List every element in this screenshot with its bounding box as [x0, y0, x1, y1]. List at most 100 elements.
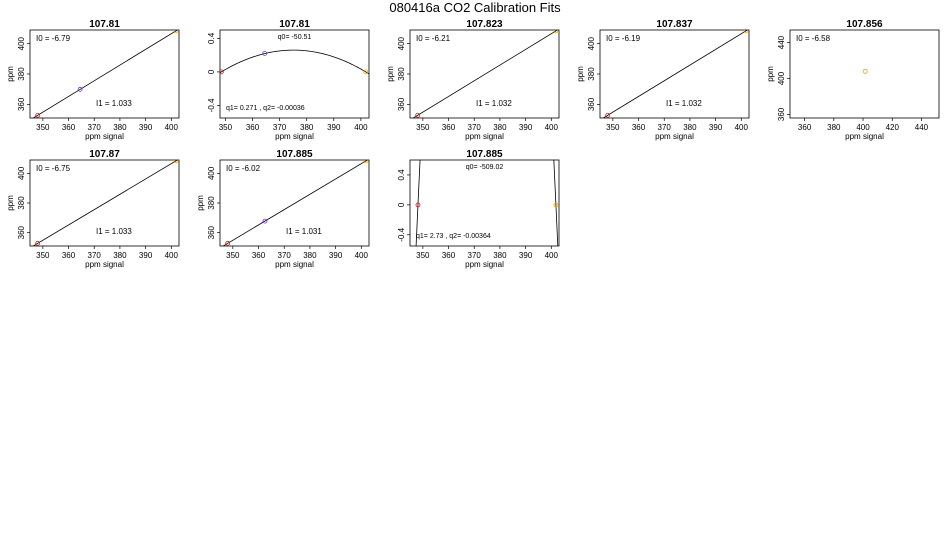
annotation-i0: I0 = -6.75 — [36, 164, 71, 173]
y-tick-label: 360 — [397, 97, 406, 111]
x-axis-label: ppm signal — [275, 132, 314, 141]
data-point-low-point — [415, 202, 421, 208]
plot-panel-6: 107.87 350 360 370 380 390 400 360 380 400 ppm sig… — [6, 149, 180, 269]
data-point-mid-point — [262, 51, 268, 56]
x-tick-label: 380 — [303, 251, 317, 260]
y-tick-label: -0.4 — [207, 98, 216, 112]
y-tick-label: 400 — [207, 166, 216, 180]
x-tick-label: 390 — [327, 123, 341, 132]
x-tick-label: 380 — [300, 123, 314, 132]
annotation-q0: q0= -50.51 — [278, 34, 312, 41]
x-tick-label: 350 — [219, 123, 233, 132]
y-axis-label: ppm — [6, 195, 15, 211]
x-axis-label: ppm signal — [85, 260, 124, 269]
plot-panel-7: 107.885 350 360 370 380 390 400 360 380 400 ppm si… — [196, 149, 370, 269]
x-tick-label: 390 — [519, 123, 533, 132]
x-tick-label: 370 — [658, 123, 672, 132]
data-point-high-point — [173, 160, 179, 164]
data-point-mid-point — [262, 218, 268, 224]
x-tick-label: 380 — [493, 123, 507, 132]
x-tick-label: 400 — [165, 251, 179, 260]
plot-area — [220, 49, 369, 75]
y-tick-label: 380 — [397, 67, 406, 81]
plot-frame — [409, 159, 560, 247]
x-tick-label: 390 — [329, 251, 343, 260]
x-tick-label: 400 — [355, 251, 369, 260]
plot-title: 107.837 — [656, 19, 693, 30]
annotation-q1-q2: q1= 0.271 , q2= -0.00036 — [226, 105, 305, 112]
plot-area — [415, 160, 559, 246]
plot-title: 107.87 — [89, 149, 120, 160]
y-axis-label: ppm — [576, 66, 585, 82]
plot-area — [412, 30, 559, 118]
plot-panel-4: 107.837 350 360 370 380 390 400 360 380 400 ppm si… — [576, 19, 750, 141]
plot-frame — [219, 29, 370, 119]
fit-curve — [220, 49, 369, 75]
plot-title: 107.81 — [89, 19, 120, 30]
y-tick-label: 400 — [17, 166, 26, 180]
x-axis-label: ppm signal — [465, 260, 504, 269]
y-axis-label: ppm — [386, 66, 395, 82]
plot-panel-2: 107.81 350 360 370 380 390 400 -0.4 0 0.4 ppm sign… — [207, 19, 370, 141]
x-tick-label: 360 — [246, 123, 260, 132]
y-axis-label: ppm — [6, 66, 15, 82]
y-tick-label: 360 — [17, 225, 26, 239]
x-tick-label: 360 — [442, 123, 456, 132]
y-tick-label: 0 — [397, 202, 406, 207]
x-tick-label: 370 — [278, 251, 292, 260]
data-point-high-point — [363, 160, 369, 164]
x-tick-label: 400 — [545, 251, 559, 260]
x-tick-label: 380 — [113, 123, 127, 132]
x-axis-label: ppm signal — [275, 260, 314, 269]
data-point-high-point — [553, 30, 559, 34]
annotation-i0: I0 = -6.02 — [226, 164, 261, 173]
y-tick-label: 380 — [207, 196, 216, 210]
plot-area — [862, 68, 868, 74]
x-tick-label: 370 — [88, 123, 102, 132]
plot-panel-5: 107.856 360 380 400 420 440 360 400 440 ppm signa… — [766, 19, 940, 141]
y-tick-label: 380 — [587, 67, 596, 81]
annotation-i0: I0 = -6.19 — [606, 34, 641, 43]
x-tick-label: 360 — [62, 123, 76, 132]
annotation-i1: I1 = 1.031 — [286, 227, 322, 236]
x-tick-label: 380 — [493, 251, 507, 260]
y-tick-label: 360 — [207, 225, 216, 239]
x-tick-label: 370 — [468, 251, 482, 260]
x-tick-label: 360 — [798, 123, 812, 132]
x-tick-label: 390 — [139, 123, 153, 132]
data-point-low-point — [35, 112, 41, 118]
annotation-q1-q2: q1= 2.73 , q2= -0.00364 — [416, 233, 491, 240]
y-axis-label: ppm — [196, 195, 205, 211]
plot-title: 107.856 — [846, 19, 883, 30]
x-tick-label: 390 — [709, 123, 723, 132]
data-point-low-point — [220, 69, 224, 75]
x-tick-label: 390 — [519, 251, 533, 260]
data-point-low-point — [605, 112, 611, 118]
x-tick-label: 350 — [606, 123, 620, 132]
x-axis-label: ppm signal — [465, 132, 504, 141]
x-tick-label: 440 — [915, 123, 929, 132]
fit-line — [222, 160, 369, 246]
x-tick-label: 380 — [827, 123, 841, 132]
x-tick-label: 400 — [856, 123, 870, 132]
data-point-low-point — [225, 240, 231, 246]
data-point-low-point — [35, 240, 41, 246]
x-tick-label: 400 — [545, 123, 559, 132]
x-tick-label: 350 — [36, 251, 50, 260]
y-tick-label: 400 — [17, 36, 26, 50]
annotation-i0: I0 = -6.79 — [36, 34, 71, 43]
x-axis-label: ppm signal — [85, 132, 124, 141]
plot-panel-3: 107.823 350 360 370 380 390 400 360 380 400 ppm si… — [386, 19, 560, 141]
data-point-high-point — [862, 68, 868, 74]
data-point-mid-point — [77, 86, 83, 92]
fit-curve — [415, 160, 559, 246]
x-tick-label: 380 — [113, 251, 127, 260]
x-tick-label: 420 — [886, 123, 900, 132]
y-axis-label: ppm — [766, 66, 775, 82]
plot-area — [32, 30, 179, 118]
plot-frame — [789, 29, 940, 119]
data-point-high-point — [173, 30, 179, 34]
data-point-high-point — [363, 69, 369, 75]
x-tick-label: 400 — [354, 123, 368, 132]
plot-title: 107.81 — [279, 19, 310, 30]
